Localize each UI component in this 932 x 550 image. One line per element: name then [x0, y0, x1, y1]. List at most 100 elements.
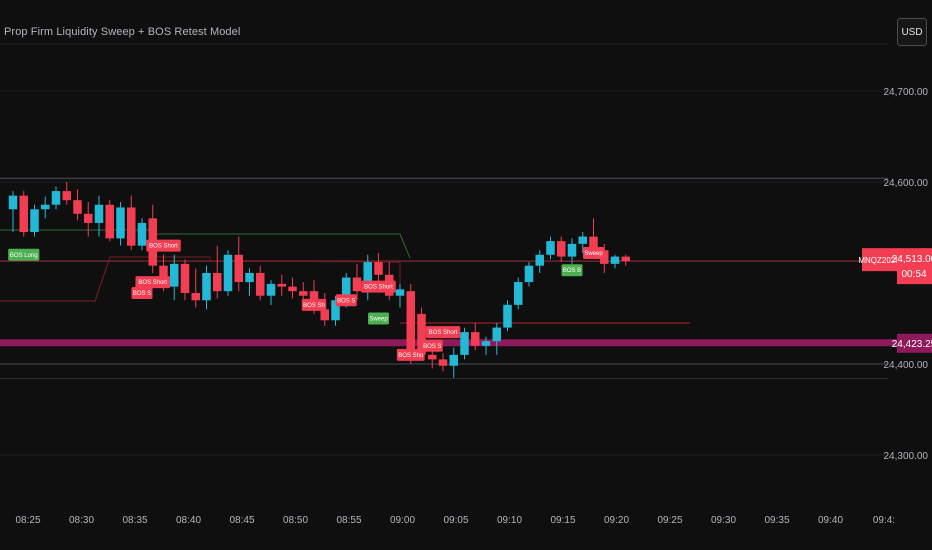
signal-labels: BOS Long BOS Short BOS S BOS Short BOS Sh BOS… [8, 239, 604, 361]
last-price-tag: 24,513.00 [892, 254, 932, 265]
price-axis[interactable]: 24,700.00 24,600.00 24,400.00 24,300.00 [884, 87, 929, 462]
x-tick-label: 08:25 [15, 515, 40, 526]
candle-body [589, 236, 598, 251]
candle-body [492, 327, 501, 342]
candle [30, 204, 39, 237]
candle [352, 263, 362, 301]
signal-box [361, 280, 396, 293]
candle-body [514, 282, 523, 305]
candle-body [41, 204, 50, 210]
candle-body [19, 195, 28, 233]
signal-label: BOS Short [135, 276, 171, 289]
symbol-tag: MNQZ2025 [858, 256, 900, 265]
candle-body [557, 241, 566, 257]
trailing-line-red [0, 256, 401, 302]
signal-label: BOS S [421, 339, 443, 352]
candle [288, 277, 297, 299]
candle-body [245, 272, 254, 283]
candle [137, 218, 147, 251]
candle-body [503, 304, 512, 328]
x-tick-label: 09:15 [550, 515, 575, 526]
candle [374, 252, 383, 283]
candle [610, 254, 620, 269]
x-tick-label: 09:4: [873, 515, 895, 526]
x-tick-label: 09:00 [390, 515, 415, 526]
candle [105, 200, 114, 242]
candle [73, 189, 82, 221]
candle-body [600, 250, 609, 264]
indicator-title[interactable]: Prop Firm Liquidity Sweep + BOS Retest M… [4, 26, 241, 38]
candle-body [191, 292, 200, 301]
x-tick-label: 09:40 [818, 515, 843, 526]
candle-body [105, 204, 114, 239]
time-axis[interactable]: 08:25 08:30 08:35 08:40 08:45 08:50 08:55 09:00… [15, 515, 895, 526]
candle-body [30, 209, 39, 233]
candle-body [266, 283, 276, 296]
candle [234, 236, 243, 292]
candle [438, 353, 448, 372]
signal-box [421, 339, 443, 352]
candlestick-series[interactable] [8, 181, 630, 378]
candle-body [428, 354, 437, 360]
signal-label: BOS Long [8, 248, 40, 261]
signal-label: BOS S [335, 294, 357, 307]
candle [331, 295, 340, 326]
signal-label: BOS B [561, 264, 583, 277]
candle [600, 243, 609, 273]
candle [213, 245, 222, 299]
y-tick-label: 24,400.00 [884, 360, 929, 371]
signal-text: BOS Short [429, 330, 458, 336]
candle [223, 250, 233, 296]
candle [180, 259, 190, 301]
candle-body [374, 262, 383, 275]
signal-text: BOS Short [138, 280, 167, 286]
candle-body [438, 359, 448, 366]
candle-body [180, 263, 190, 293]
signal-box [583, 246, 604, 259]
candle-body [202, 272, 211, 301]
x-tick-label: 09:10 [497, 515, 522, 526]
x-tick-label: 08:55 [336, 515, 361, 526]
candle-body [449, 354, 458, 366]
candle [363, 254, 372, 301]
candle-body [277, 283, 286, 287]
x-tick-label: 09:35 [764, 515, 789, 526]
countdown-tag: 00:54 [901, 269, 926, 280]
y-tick-label: 24,600.00 [884, 178, 929, 189]
candle-body [137, 222, 147, 246]
candle [41, 196, 50, 219]
candle [116, 202, 125, 246]
candle-body [352, 277, 362, 292]
y-tick-label: 24,300.00 [884, 451, 929, 462]
candle-body [213, 272, 222, 292]
candle [621, 254, 630, 266]
signal-text: BOS B [563, 268, 581, 274]
signal-text: BOS Sh [303, 303, 325, 309]
signal-text: BOS Short [364, 285, 393, 291]
candle-body [363, 262, 372, 292]
candle-body [234, 254, 243, 283]
candle-body [170, 263, 179, 287]
candle-body [320, 309, 329, 321]
signal-label: Sweep [368, 312, 389, 325]
signal-text: BOS S [423, 344, 441, 350]
candle [51, 186, 61, 210]
candle-body [395, 289, 405, 296]
signal-box [131, 286, 153, 299]
level-price-tag-box [897, 333, 932, 353]
x-tick-label: 09:25 [657, 515, 682, 526]
candle-body [621, 256, 630, 262]
signal-text: Sweep [369, 316, 388, 322]
candle-body [417, 313, 426, 355]
candle-body [256, 272, 265, 296]
signal-text: BOS Sho [398, 353, 424, 359]
signal-label: BOS Sh [301, 298, 327, 311]
currency-button[interactable]: USD [897, 18, 927, 46]
x-tick-label: 08:30 [69, 515, 94, 526]
signal-label: BOS Short [425, 326, 461, 339]
signal-box [301, 298, 327, 311]
signal-box [146, 239, 181, 252]
candle-body [460, 332, 469, 355]
